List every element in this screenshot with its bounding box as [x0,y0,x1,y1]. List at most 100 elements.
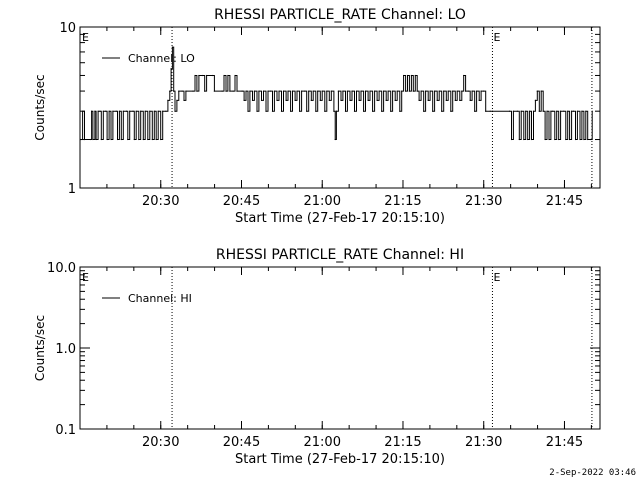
data-point [153,110,155,112]
data-point [536,90,538,92]
data-point [167,99,169,101]
data-point [243,99,245,101]
legend-label: Channel: HI [128,292,192,305]
event-marker-label: E [493,31,500,44]
data-point [308,90,310,92]
data-point [410,74,412,77]
data-point [387,90,389,92]
data-point [403,74,405,77]
data-point [144,110,146,112]
x-tick-label: 20:45 [223,194,260,209]
data-point [135,110,137,112]
data-point [355,90,358,92]
data-point [225,90,227,92]
data-point [571,110,573,112]
data-point [342,90,344,92]
x-tick-label: 21:45 [546,194,583,209]
data-point [483,90,485,92]
data-point [324,110,326,112]
data-point [333,110,335,112]
data-point [558,138,560,141]
x-tick-label: 20:30 [142,194,179,209]
data-point [151,138,153,141]
data-point [241,90,243,92]
data-point [581,110,583,112]
data-point [280,110,283,112]
data-point [273,90,275,92]
data-point [321,90,323,92]
data-point [227,74,229,77]
chart-title: RHESSI PARTICLE_RATE Channel: HI [216,247,464,263]
data-point [271,110,274,112]
data-point [432,110,434,112]
data-point [589,138,591,141]
data-point [363,110,365,112]
data-point [196,90,198,92]
data-point [251,99,254,101]
data-point [480,90,482,92]
data-point [425,90,427,92]
data-point [267,90,269,92]
data-point [310,99,312,101]
data-point [198,74,200,77]
data-point [206,74,208,77]
data-point [97,110,99,112]
data-point [253,90,255,92]
data-point [383,90,385,92]
data-point [587,138,589,141]
x-tick-label: 21:30 [465,194,502,209]
data-point [434,90,436,92]
data-point [204,90,206,92]
data-point [94,110,96,112]
data-point [278,90,280,92]
data-point [115,110,117,112]
data-point [546,110,548,112]
x-tick-label: 21:00 [304,194,341,209]
data-point [572,110,575,112]
footer-timestamp: 2-Sep-2022 03:46 [549,468,636,478]
data-point [169,90,171,92]
data-point [591,110,593,112]
data-point [155,138,157,141]
data-point [334,138,336,141]
data-point [89,138,91,141]
data-point [554,138,556,141]
data-point [276,99,278,101]
data-point [142,138,144,141]
data-point [358,99,360,101]
data-point [102,110,104,112]
data-point [326,90,328,92]
data-point [461,90,463,92]
data-point [312,90,314,92]
x-axis-label: Start Time (27-Feb-17 20:15:10) [235,452,445,467]
data-point [299,110,301,112]
data-point [211,74,213,77]
data-point [436,99,438,101]
data-point [170,68,172,70]
data-point [213,90,215,92]
data-point [262,90,265,92]
data-point [412,90,414,92]
data-point [385,99,387,101]
event-marker-label: E [82,271,89,284]
data-point [340,99,342,101]
data-point [548,138,550,141]
data-point [469,99,471,101]
data-point [390,110,392,112]
data-point [287,90,289,92]
data-point [245,90,247,92]
data-point [349,99,351,101]
data-point [512,110,515,112]
data-point [471,90,473,92]
data-point [418,99,420,101]
data-point [353,110,356,112]
data-point [565,138,567,141]
data-point [579,138,581,141]
data-point [247,110,249,112]
data-point [556,110,558,112]
data-point [394,99,396,101]
data-point [491,110,493,112]
data-point [516,110,518,112]
data-point [569,138,571,141]
